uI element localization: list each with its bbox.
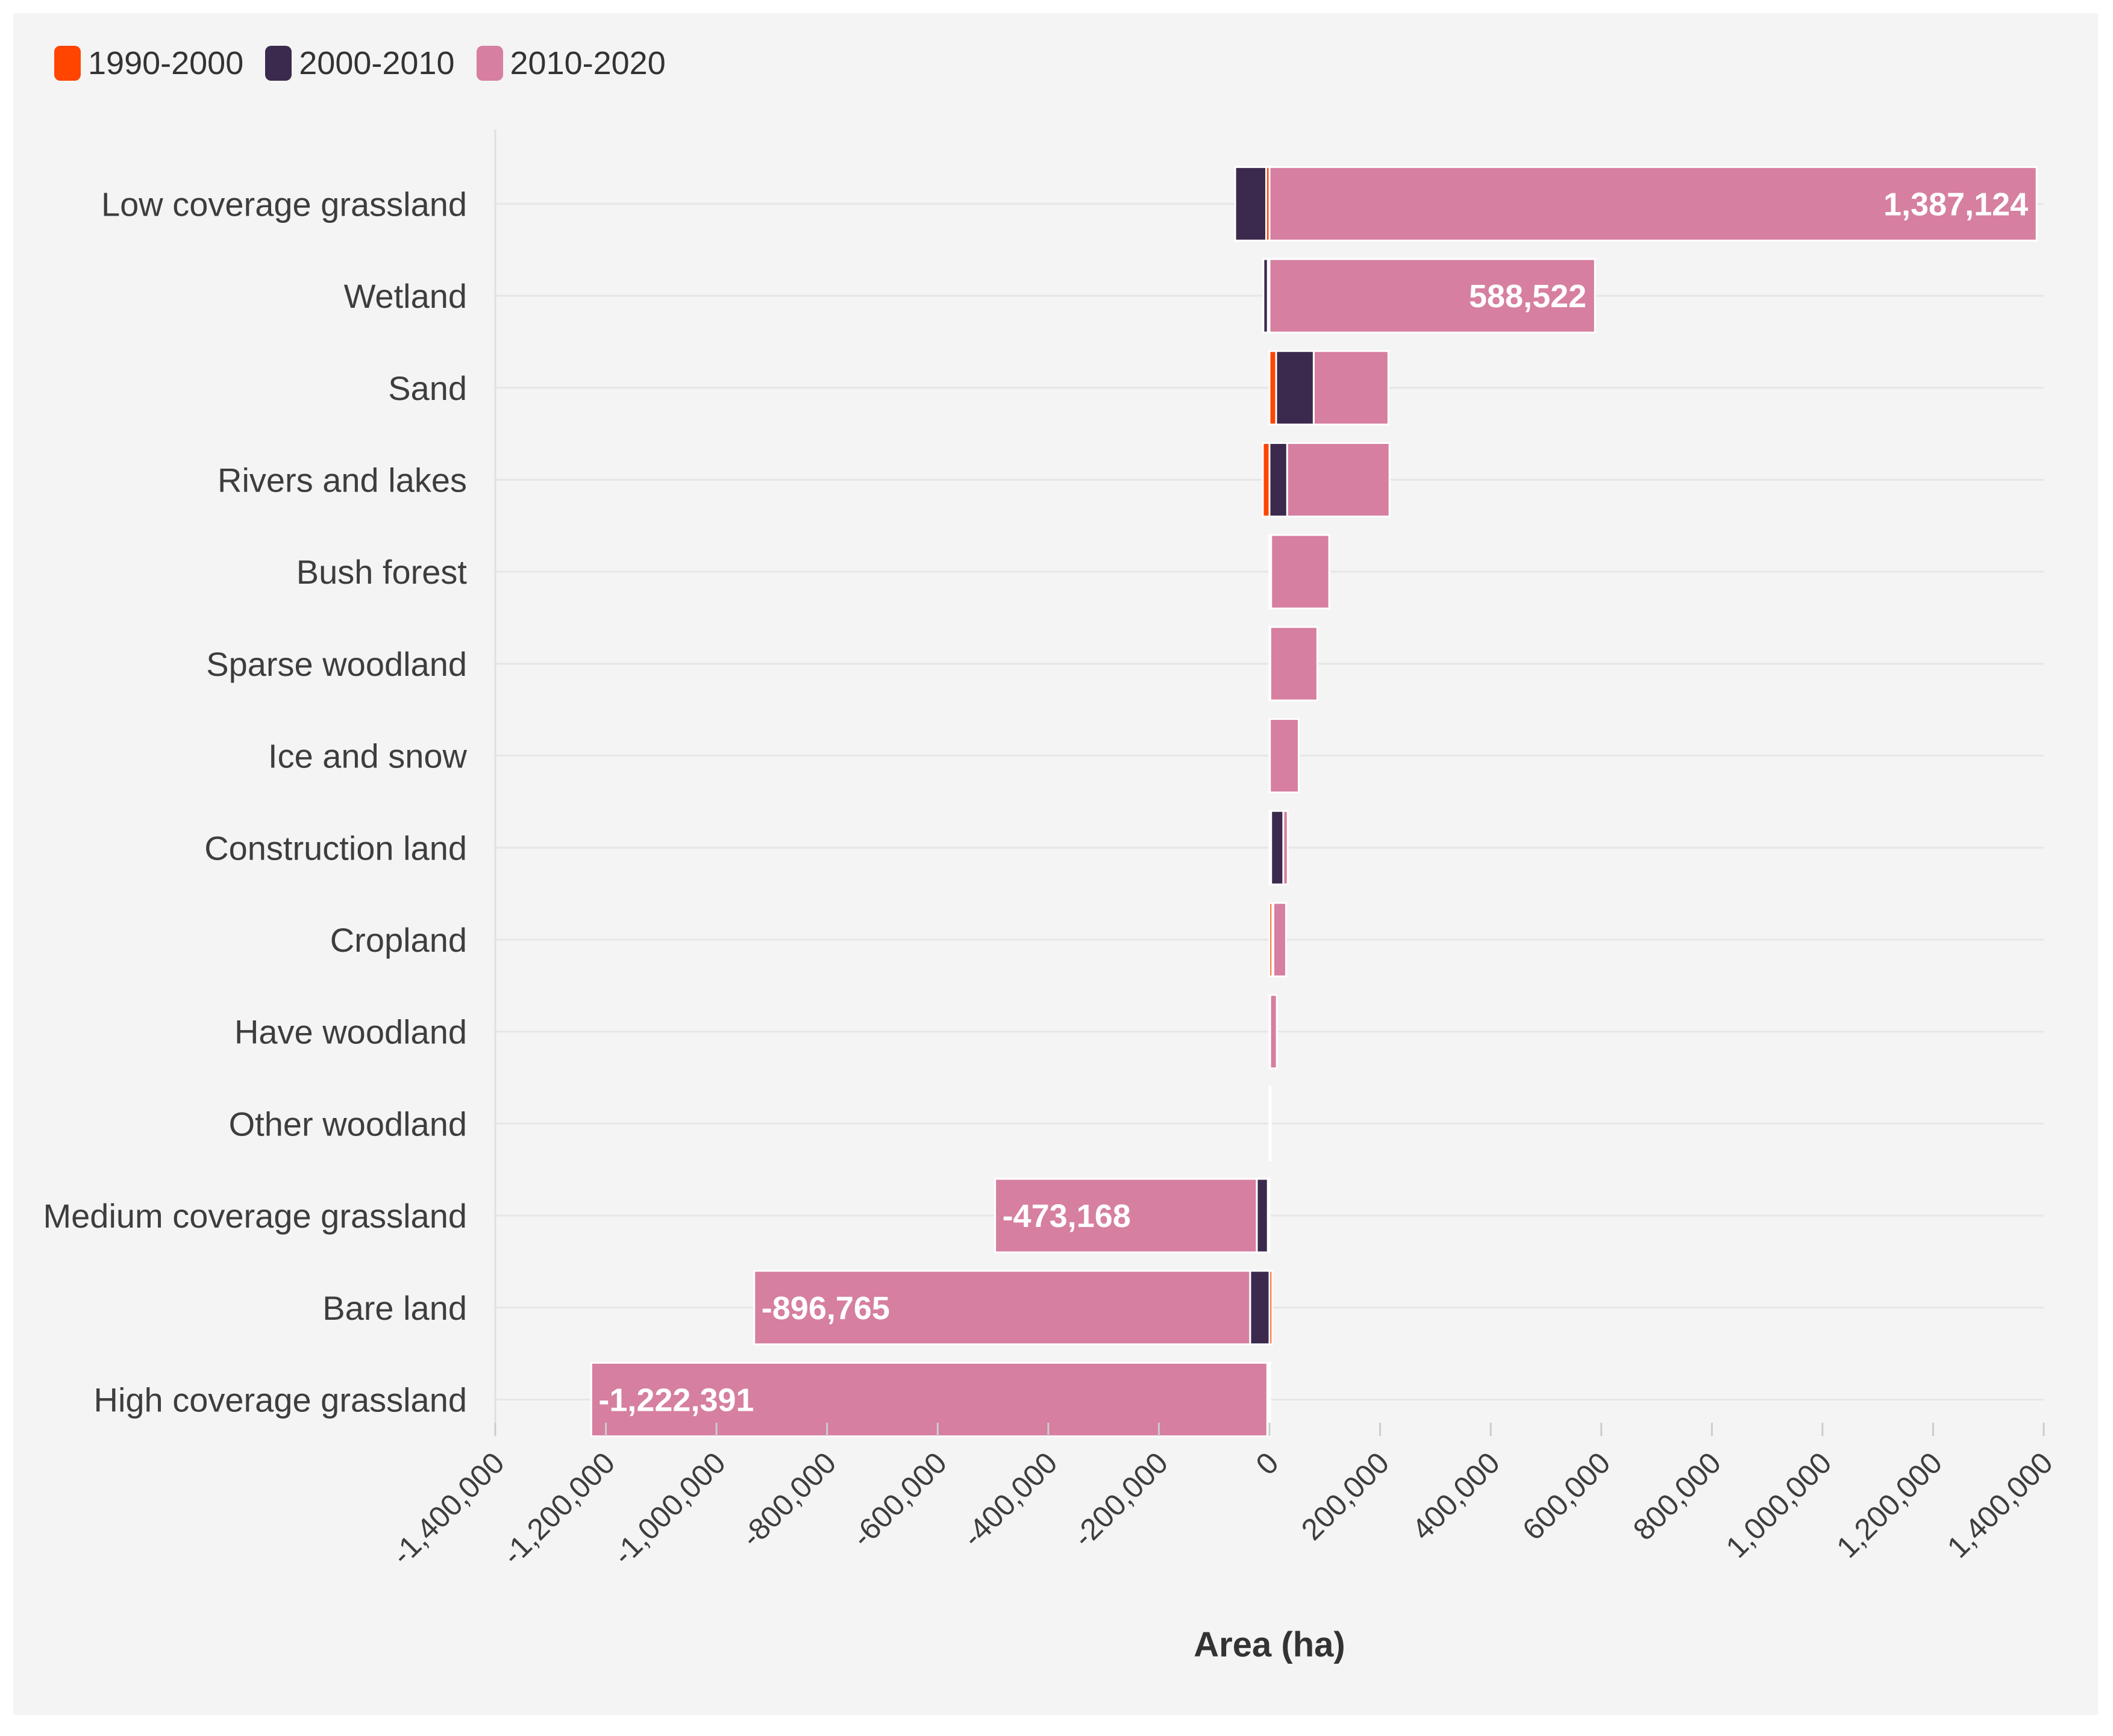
bar-sparse-woodland-2010-2020 <box>1269 626 1318 702</box>
bar-sand-1990-2000 <box>1268 350 1277 426</box>
x-tick-label: 1,400,000 <box>1941 1446 2059 1564</box>
category-label-rivers-and-lakes: Rivers and lakes <box>218 461 467 499</box>
bar-construction-land-2010-2020 <box>1282 810 1289 885</box>
bar-rivers-and-lakes-2010-2020 <box>1286 442 1391 517</box>
bar-wetland-2010-2020 <box>1268 258 1596 334</box>
x-tick-label: -1,000,000 <box>606 1446 732 1572</box>
category-label-sparse-woodland: Sparse woodland <box>206 645 467 683</box>
legend-item-2000-2010[interactable]: 2000-2010 <box>265 45 455 82</box>
x-tick-label: 1,200,000 <box>1830 1446 1949 1564</box>
bar-cropland-2010-2020 <box>1272 902 1288 978</box>
category-label-medium-coverage-grassland: Medium coverage grassland <box>43 1197 467 1235</box>
bar-wetland-2000-2010 <box>1262 258 1269 334</box>
bars: 1,387,124 588,522 -473,168 -896,765 -1,222,3… <box>590 166 2038 1437</box>
bar-sand-2000-2010 <box>1275 350 1315 426</box>
bar-low-coverage-grassland-2010-2020 <box>1268 166 2038 242</box>
x-tick-label: -600,000 <box>845 1446 953 1553</box>
x-tick-label: 0 <box>1250 1446 1285 1481</box>
legend-swatch-2010-2020 <box>476 46 503 81</box>
x-axis-title: Area (ha) <box>1194 1625 1345 1664</box>
bar-high-coverage-grassland-2010-2020 <box>590 1361 1268 1437</box>
x-tick-label: 600,000 <box>1516 1446 1617 1546</box>
category-labels: Low coverage grassland Wetland Sand Rivers … <box>43 185 468 1419</box>
x-tick-label: -400,000 <box>956 1446 1063 1553</box>
bar-construction-land-2000-2010 <box>1270 810 1285 885</box>
bar-other-woodland-2010-2020 <box>1268 1085 1272 1161</box>
x-tick-label: 800,000 <box>1627 1446 1727 1546</box>
x-tick-label: -1,200,000 <box>496 1446 622 1572</box>
legend-item-2010-2020[interactable]: 2010-2020 <box>476 45 666 82</box>
category-label-wetland: Wetland <box>344 277 467 315</box>
bar-sand-2010-2020 <box>1312 350 1389 426</box>
legend-swatch-2000-2010 <box>265 46 292 81</box>
x-tick-label: -800,000 <box>734 1446 842 1553</box>
category-label-construction-land: Construction land <box>204 829 467 867</box>
category-label-high-coverage-grassland: High coverage grassland <box>94 1381 467 1419</box>
bar-rivers-and-lakes-1990-2000 <box>1262 442 1271 517</box>
bar-have-woodland-2010-2020 <box>1269 994 1278 1070</box>
data-label-low-coverage-grassland: 1,387,124 <box>1883 186 2028 222</box>
legend-item-1990-2000[interactable]: 1990-2000 <box>54 45 243 82</box>
x-tick-label: 1,000,000 <box>1720 1446 1838 1564</box>
category-label-sand: Sand <box>388 369 467 407</box>
data-label-medium-coverage-grassland: -473,168 <box>1003 1198 1131 1234</box>
bar-bare-land-2000-2010 <box>1249 1270 1271 1346</box>
data-label-high-coverage-grassland: -1,222,391 <box>598 1382 754 1418</box>
bar-medium-coverage-grassland-2000-2010 <box>1256 1178 1269 1254</box>
x-axis-ticks: -1,400,000-1,200,000-1,000,000 -800,000 -6… <box>385 1423 2059 1572</box>
category-label-low-coverage-grassland: Low coverage grassland <box>101 185 467 223</box>
category-label-other-woodland: Other woodland <box>229 1105 467 1143</box>
category-label-bare-land: Bare land <box>322 1289 467 1327</box>
category-label-cropland: Cropland <box>330 921 467 959</box>
bar-medium-coverage-grassland-2010-2020 <box>994 1178 1258 1254</box>
category-label-have-woodland: Have woodland <box>234 1013 467 1051</box>
data-label-bare-land: -896,765 <box>762 1290 890 1326</box>
legend-label-1990-2000: 1990-2000 <box>88 45 244 81</box>
legend-label-2010-2020: 2010-2020 <box>510 45 666 81</box>
category-label-bush-forest: Bush forest <box>296 553 468 591</box>
x-tick-label: 200,000 <box>1295 1446 1395 1546</box>
bar-ice-and-snow-2010-2020 <box>1269 718 1300 794</box>
data-label-wetland: 588,522 <box>1469 278 1586 314</box>
bar-rivers-and-lakes-2000-2010 <box>1268 442 1288 517</box>
x-tick-label: 400,000 <box>1406 1446 1506 1546</box>
bar-low-coverage-grassland-2000-2010 <box>1234 166 1267 242</box>
legend-swatch-1990-2000 <box>54 46 81 81</box>
bar-bush-forest-2010-2020 <box>1270 534 1330 610</box>
legend: 1990-2000 2000-2010 2010-2020 <box>54 45 687 82</box>
x-tick-label: -1,400,000 <box>385 1446 511 1572</box>
bar-bare-land-2010-2020 <box>753 1270 1251 1346</box>
legend-label-2000-2010: 2000-2010 <box>299 45 455 81</box>
category-label-ice-and-snow: Ice and snow <box>268 737 468 775</box>
x-tick-label: -200,000 <box>1066 1446 1174 1553</box>
